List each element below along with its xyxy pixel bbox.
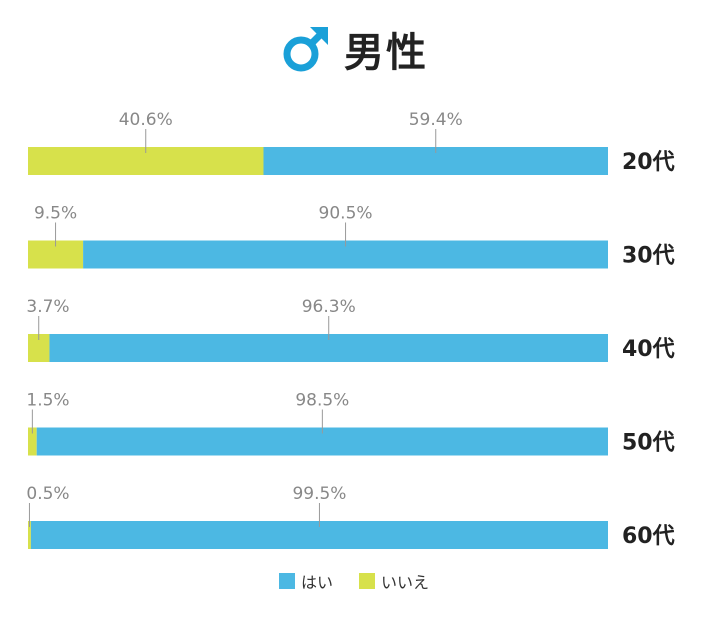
value-label-no-3: 1.5% [26, 391, 69, 411]
value-label-yes-4: 99.5% [292, 484, 346, 504]
category-label-0: 20代 [622, 150, 675, 175]
category-label-2: 40代 [622, 337, 675, 362]
value-label-no-0: 40.6% [119, 110, 173, 130]
plot-area: 40.6% 59.4% 20代 9.5% 90.5% 30代 3.7% 96.3% 40代 1.5… [26, 110, 675, 549]
legend-swatch-yes [278, 573, 295, 589]
value-label-no-2: 3.7% [26, 297, 69, 317]
value-label-no-4: 0.5% [26, 484, 69, 504]
legend-label-no: いいえ [381, 573, 430, 592]
value-label-yes-3: 98.5% [295, 391, 349, 411]
bar-no-3 [28, 427, 37, 456]
legend-swatch-no [359, 573, 375, 589]
male-symbol-icon [283, 27, 328, 72]
legend-label-yes: はい [300, 573, 333, 592]
bar-no-2 [28, 334, 50, 362]
legend: はい いいえ [0, 566, 708, 596]
value-label-yes-1: 90.5% [319, 204, 373, 224]
value-label-yes-2: 96.3% [302, 297, 356, 317]
value-label-no-1: 9.5% [34, 204, 77, 224]
category-label-1: 30代 [622, 244, 675, 269]
chart-title-group: 男性 [0, 14, 708, 84]
legend-item-no: いいえ [359, 569, 429, 593]
legend-item-yes: はい [278, 569, 333, 593]
category-label-4: 60代 [622, 524, 675, 549]
value-label-yes-0: 59.4% [409, 110, 463, 130]
chart-title: 男性 [344, 30, 428, 76]
bar-no-4 [28, 521, 31, 549]
category-label-3: 50代 [622, 431, 675, 456]
